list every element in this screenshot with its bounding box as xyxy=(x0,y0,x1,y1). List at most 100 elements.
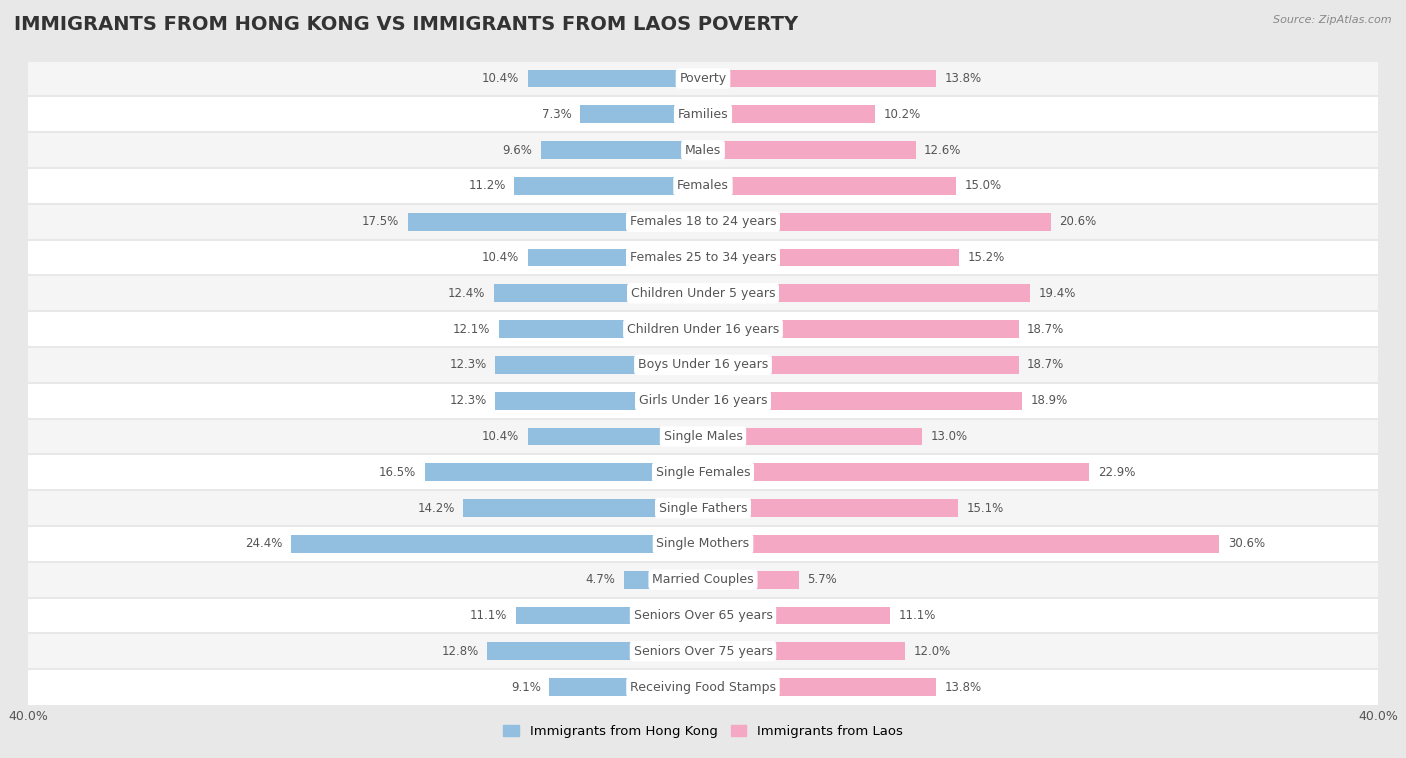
Text: 10.4%: 10.4% xyxy=(482,430,519,443)
Bar xyxy=(464,499,703,517)
Bar xyxy=(550,678,703,696)
Text: Girls Under 16 years: Girls Under 16 years xyxy=(638,394,768,407)
Bar xyxy=(703,392,1022,409)
Bar xyxy=(28,383,1378,418)
Text: 20.6%: 20.6% xyxy=(1059,215,1097,228)
Text: 9.1%: 9.1% xyxy=(512,681,541,694)
Bar xyxy=(28,96,1378,132)
Text: Females 25 to 34 years: Females 25 to 34 years xyxy=(630,251,776,264)
Bar xyxy=(703,105,875,124)
Bar xyxy=(28,634,1378,669)
Text: 12.0%: 12.0% xyxy=(914,645,950,658)
Text: Poverty: Poverty xyxy=(679,72,727,85)
Bar xyxy=(703,177,956,195)
Bar xyxy=(28,312,1378,347)
Bar xyxy=(515,177,703,195)
Bar xyxy=(494,284,703,302)
Bar xyxy=(703,284,1031,302)
Bar xyxy=(28,418,1378,454)
Text: 14.2%: 14.2% xyxy=(418,502,456,515)
Bar xyxy=(527,428,703,446)
Bar xyxy=(28,669,1378,705)
Bar xyxy=(703,571,799,589)
Text: Single Fathers: Single Fathers xyxy=(659,502,747,515)
Text: 15.1%: 15.1% xyxy=(966,502,1004,515)
Text: Single Females: Single Females xyxy=(655,465,751,479)
Bar xyxy=(28,61,1378,96)
Text: Seniors Over 75 years: Seniors Over 75 years xyxy=(634,645,772,658)
Bar xyxy=(28,168,1378,204)
Text: 17.5%: 17.5% xyxy=(363,215,399,228)
Text: Single Males: Single Males xyxy=(664,430,742,443)
Text: 11.2%: 11.2% xyxy=(468,180,506,193)
Bar xyxy=(703,463,1090,481)
Text: 11.1%: 11.1% xyxy=(898,609,936,622)
Text: Receiving Food Stamps: Receiving Food Stamps xyxy=(630,681,776,694)
Text: 9.6%: 9.6% xyxy=(503,143,533,157)
Bar xyxy=(527,249,703,267)
Bar xyxy=(703,678,936,696)
Bar xyxy=(527,70,703,87)
Bar xyxy=(703,642,905,660)
Bar xyxy=(516,606,703,625)
Bar xyxy=(28,240,1378,275)
Bar xyxy=(703,428,922,446)
Text: Married Couples: Married Couples xyxy=(652,573,754,586)
Text: 11.1%: 11.1% xyxy=(470,609,508,622)
Text: 10.4%: 10.4% xyxy=(482,72,519,85)
Bar xyxy=(579,105,703,124)
Bar xyxy=(703,141,915,159)
Text: 13.0%: 13.0% xyxy=(931,430,967,443)
Bar xyxy=(703,356,1018,374)
Bar xyxy=(703,70,936,87)
Text: Males: Males xyxy=(685,143,721,157)
Bar xyxy=(703,320,1018,338)
Text: 13.8%: 13.8% xyxy=(945,681,981,694)
Text: 30.6%: 30.6% xyxy=(1227,537,1265,550)
Bar xyxy=(703,249,959,267)
Text: 13.8%: 13.8% xyxy=(945,72,981,85)
Text: 12.3%: 12.3% xyxy=(450,394,486,407)
Text: Boys Under 16 years: Boys Under 16 years xyxy=(638,359,768,371)
Text: 7.3%: 7.3% xyxy=(541,108,571,121)
Text: 5.7%: 5.7% xyxy=(807,573,838,586)
Bar xyxy=(291,535,703,553)
Bar xyxy=(28,490,1378,526)
Bar xyxy=(28,562,1378,597)
Text: 12.8%: 12.8% xyxy=(441,645,478,658)
Text: IMMIGRANTS FROM HONG KONG VS IMMIGRANTS FROM LAOS POVERTY: IMMIGRANTS FROM HONG KONG VS IMMIGRANTS … xyxy=(14,15,799,34)
Bar xyxy=(425,463,703,481)
Text: 12.3%: 12.3% xyxy=(450,359,486,371)
Bar xyxy=(28,526,1378,562)
Bar xyxy=(28,132,1378,168)
Text: 24.4%: 24.4% xyxy=(246,537,283,550)
Text: 10.4%: 10.4% xyxy=(482,251,519,264)
Text: 18.7%: 18.7% xyxy=(1026,359,1064,371)
Bar xyxy=(28,454,1378,490)
Bar xyxy=(703,606,890,625)
Bar xyxy=(28,275,1378,312)
Bar xyxy=(499,320,703,338)
Bar xyxy=(486,642,703,660)
Text: Children Under 5 years: Children Under 5 years xyxy=(631,287,775,300)
Text: 19.4%: 19.4% xyxy=(1039,287,1076,300)
Text: 16.5%: 16.5% xyxy=(380,465,416,479)
Bar xyxy=(703,499,957,517)
Text: 4.7%: 4.7% xyxy=(585,573,616,586)
Text: 15.0%: 15.0% xyxy=(965,180,1001,193)
Bar xyxy=(703,535,1219,553)
Text: 18.9%: 18.9% xyxy=(1031,394,1067,407)
Bar xyxy=(408,213,703,230)
Text: 22.9%: 22.9% xyxy=(1098,465,1135,479)
Bar xyxy=(28,204,1378,240)
Bar xyxy=(495,356,703,374)
Bar xyxy=(703,213,1050,230)
Text: 18.7%: 18.7% xyxy=(1026,323,1064,336)
Text: Source: ZipAtlas.com: Source: ZipAtlas.com xyxy=(1274,15,1392,25)
Text: Single Mothers: Single Mothers xyxy=(657,537,749,550)
Text: Females: Females xyxy=(678,180,728,193)
Bar xyxy=(624,571,703,589)
Bar xyxy=(28,347,1378,383)
Bar xyxy=(28,597,1378,634)
Text: 12.6%: 12.6% xyxy=(924,143,962,157)
